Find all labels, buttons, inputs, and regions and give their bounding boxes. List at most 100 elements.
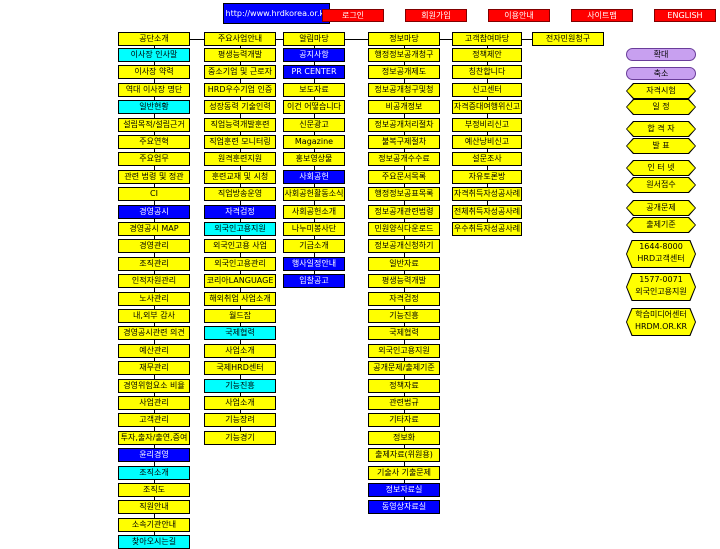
menu-item[interactable]: 조직소개	[118, 466, 190, 480]
menu-item[interactable]: 불복구제절차	[368, 135, 440, 149]
top-link-4[interactable]: ENGLISH	[654, 9, 716, 22]
menu-item[interactable]: 기능진흥	[204, 379, 276, 393]
menu-item[interactable]: 기능진흥	[368, 309, 440, 323]
menu-item[interactable]: 해외취업 사업소개	[204, 292, 276, 306]
menu-item[interactable]: 외국인고용 사업	[204, 239, 276, 253]
top-link-0[interactable]: 로그인	[322, 9, 384, 22]
menu-item[interactable]: 기능장려	[204, 413, 276, 427]
menu-item[interactable]: CI	[118, 187, 190, 201]
menu-item[interactable]: 주요업무	[118, 152, 190, 166]
menu-item[interactable]: 부정비리신고	[452, 118, 522, 132]
top-link-3[interactable]: 사이트맵	[571, 9, 633, 22]
menu-item[interactable]: 사회공헌소개	[283, 205, 345, 219]
menu-item[interactable]: 기술사 기출문제	[368, 466, 440, 480]
menu-item[interactable]: 일반현황	[118, 100, 190, 114]
menu-item[interactable]: 외국인고용지원	[368, 344, 440, 358]
quick-link-7[interactable]: 출제기준	[627, 218, 695, 232]
menu-item[interactable]: 주요연혁	[118, 135, 190, 149]
menu-item[interactable]: HRD우수기업 인증	[204, 83, 276, 97]
menu-item[interactable]: 자격검정	[204, 205, 276, 219]
menu-item[interactable]: 정책자료	[368, 379, 440, 393]
menu-item[interactable]: 정보공개신청하기	[368, 239, 440, 253]
menu-item[interactable]: 공개문제/출제기준	[368, 361, 440, 375]
menu-item[interactable]: 국제HRD센터	[204, 361, 276, 375]
menu-item[interactable]: 민원양식다운로드	[368, 222, 440, 236]
menu-item[interactable]: 관련 법령 및 정관	[118, 170, 190, 184]
menu-item[interactable]: 경영공시관련 의견	[118, 326, 190, 340]
menu-item[interactable]: 이사장 인사말	[118, 48, 190, 62]
menu-item[interactable]: 이건 어떻습니다	[283, 100, 345, 114]
menu-item[interactable]: 사회공헌	[283, 170, 345, 184]
quick-link-5[interactable]: 원서접수	[627, 178, 695, 192]
menu-item[interactable]: 자유토론방	[452, 170, 522, 184]
menu-item[interactable]: 칭찬합니다	[452, 65, 522, 79]
column-header-0[interactable]: 공단소개	[118, 32, 190, 46]
zoom-in-button[interactable]: 확대	[626, 48, 696, 61]
menu-item[interactable]: 직업방송운영	[204, 187, 276, 201]
menu-item[interactable]: 윤리경영	[118, 448, 190, 462]
menu-item[interactable]: 코리아LANGUAGE	[204, 274, 276, 288]
menu-item[interactable]: 직업능력개발훈련	[204, 118, 276, 132]
quick-link-6[interactable]: 공개문제	[627, 201, 695, 215]
menu-item[interactable]: 기금소개	[283, 239, 345, 253]
menu-item[interactable]: 국제협력	[368, 326, 440, 340]
menu-item[interactable]: 고객관리	[118, 413, 190, 427]
menu-item[interactable]: 홍보영상물	[283, 152, 345, 166]
quick-link-4[interactable]: 인 터 넷	[627, 161, 695, 175]
menu-item[interactable]: 정보공개수수료	[368, 152, 440, 166]
menu-item[interactable]: 예산관리	[118, 344, 190, 358]
menu-item[interactable]: 평생능력개발	[204, 48, 276, 62]
menu-item[interactable]: 외국인고용관리	[204, 257, 276, 271]
menu-item[interactable]: 나누미봉사단	[283, 222, 345, 236]
menu-item[interactable]: 행정정보공표목록	[368, 187, 440, 201]
menu-item[interactable]: 재무관리	[118, 361, 190, 375]
menu-item[interactable]: 조직관리	[118, 257, 190, 271]
menu-item[interactable]: 내,외부 감사	[118, 309, 190, 323]
menu-item[interactable]: 역대 이사장 명단	[118, 83, 190, 97]
menu-item[interactable]: 성장동력 기술인력	[204, 100, 276, 114]
menu-item[interactable]: Magazine	[283, 135, 345, 149]
top-link-1[interactable]: 회원가입	[405, 9, 467, 22]
menu-item[interactable]: 평생능력개발	[368, 274, 440, 288]
menu-item[interactable]: 외국인고용지원	[204, 222, 276, 236]
quick-link-2[interactable]: 합 격 자	[627, 122, 695, 136]
menu-item[interactable]: 인적자원관리	[118, 274, 190, 288]
menu-item[interactable]: 비공개정보	[368, 100, 440, 114]
menu-item[interactable]: 입찰공고	[283, 274, 345, 288]
menu-item[interactable]: 이사장 약력	[118, 65, 190, 79]
menu-item[interactable]: 정보공개제도	[368, 65, 440, 79]
menu-item[interactable]: 신고센터	[452, 83, 522, 97]
menu-item[interactable]: PR CENTER	[283, 65, 345, 79]
quick-link-3[interactable]: 발 표	[627, 139, 695, 153]
quick-link-1[interactable]: 일 정	[627, 100, 695, 114]
menu-item[interactable]: 출제자료(위원용)	[368, 448, 440, 462]
menu-item[interactable]: 정책제안	[452, 48, 522, 62]
menu-item[interactable]: 예산낭비신고	[452, 135, 522, 149]
column-header-3[interactable]: 정보마당	[368, 32, 440, 46]
menu-item[interactable]: 신문광고	[283, 118, 345, 132]
menu-item[interactable]: 훈련교재 및 시청	[204, 170, 276, 184]
menu-item[interactable]: 원격훈련지원	[204, 152, 276, 166]
menu-item[interactable]: 관련법규	[368, 396, 440, 410]
menu-item[interactable]: 직업훈련 모니터링	[204, 135, 276, 149]
menu-item[interactable]: 정보화	[368, 431, 440, 445]
menu-item[interactable]: 경영관리	[118, 239, 190, 253]
menu-item[interactable]: 공지사항	[283, 48, 345, 62]
menu-item[interactable]: 국제협력	[204, 326, 276, 340]
menu-item[interactable]: 노사관리	[118, 292, 190, 306]
menu-item[interactable]: 경영공시	[118, 205, 190, 219]
menu-item[interactable]: 찾아오시는길	[118, 535, 190, 549]
menu-item[interactable]: 정보공개청구및청	[368, 83, 440, 97]
column-header-1[interactable]: 주요사업안내	[204, 32, 276, 46]
column-header-4[interactable]: 고객참여마당	[452, 32, 522, 46]
menu-item[interactable]: 조직도	[118, 483, 190, 497]
top-link-2[interactable]: 이용안내	[488, 9, 550, 22]
menu-item[interactable]: 보도자료	[283, 83, 345, 97]
menu-item[interactable]: 주요문서목록	[368, 170, 440, 184]
menu-item[interactable]: 자격검정	[368, 292, 440, 306]
menu-item[interactable]: 정보공개관련법령	[368, 205, 440, 219]
menu-item[interactable]: 우수취득자성공사례	[452, 222, 522, 236]
menu-item[interactable]: 사회공헌활동소식	[283, 187, 345, 201]
menu-item[interactable]: 정보공개처리절차	[368, 118, 440, 132]
menu-item[interactable]: 사업소개	[204, 396, 276, 410]
